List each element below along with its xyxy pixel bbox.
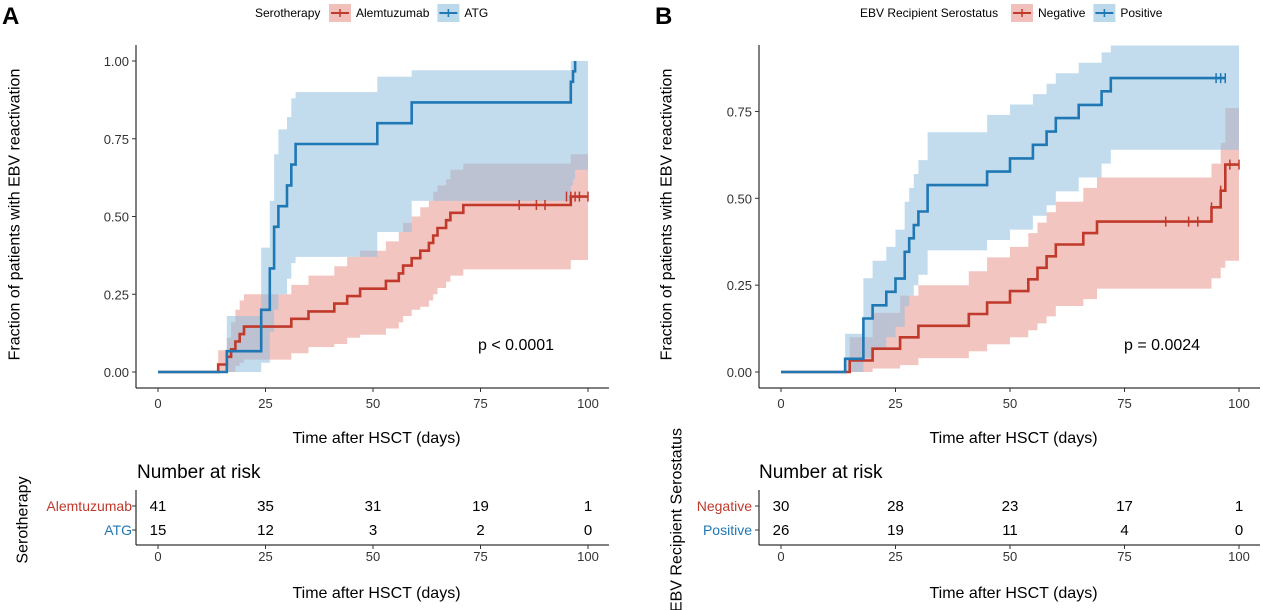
risk-x-tick-label: 100	[1228, 549, 1250, 564]
risk-x-tick-label: 25	[258, 549, 272, 564]
risk-table-title: Number at risk	[137, 462, 261, 483]
legend-label-positive: Positive	[1120, 6, 1162, 20]
risk-count: 12	[257, 522, 274, 539]
x-tick-label: 100	[1228, 396, 1250, 411]
km-line-positive	[781, 76, 1226, 374]
y-tick-label: 1.00	[104, 54, 129, 69]
legend-label-negative: Negative	[1038, 6, 1086, 20]
risk-count: 4	[1120, 522, 1128, 539]
panel-a: A Serotherapy Alemtuzumab ATG 0.00 0.25 0.50 0.…	[2, 3, 609, 602]
risk-count: 2	[476, 522, 484, 539]
legend-label-atg: ATG	[464, 6, 488, 20]
risk-count: 19	[472, 498, 489, 515]
x-tick-label: 25	[888, 396, 902, 411]
y-tick-label: 0.50	[727, 191, 752, 206]
risk-x-tick-label: 75	[1117, 549, 1131, 564]
risk-count: 17	[1116, 498, 1133, 515]
risk-count: 3	[369, 522, 377, 539]
risk-count: 31	[365, 498, 382, 515]
risk-count: 1	[584, 498, 592, 515]
x-tick-label: 50	[1003, 396, 1017, 411]
legend-title: EBV Recipient Serostatus	[860, 6, 998, 20]
y-tick-label: 0.25	[727, 278, 752, 293]
p-value: p < 0.0001	[478, 337, 554, 354]
risk-x-axis-label: Time after HSCT (days)	[929, 585, 1097, 602]
risk-y-axis-label: EBV Recipient Serostatus	[669, 428, 686, 610]
x-tick-label: 25	[258, 396, 272, 411]
y-tick-label: 0.25	[104, 287, 129, 302]
risk-x-tick-label: 75	[473, 549, 487, 564]
risk-group-label: Positive	[703, 522, 752, 538]
risk-count: 26	[773, 522, 790, 539]
panel-letter: B	[655, 3, 672, 30]
panel-b: B EBV Recipient Serostatus Negative Positiv…	[655, 3, 1260, 610]
risk-x-tick-label: 50	[366, 549, 380, 564]
risk-count: 23	[1002, 498, 1019, 515]
risk-y-axis-label: Serotherapy	[15, 476, 32, 563]
risk-x-axis-label: Time after HSCT (days)	[292, 585, 460, 602]
risk-table-title: Number at risk	[759, 462, 883, 483]
risk-group-label: ATG	[104, 522, 132, 538]
risk-count: 11	[1002, 522, 1018, 539]
risk-x-tick-label: 0	[154, 549, 161, 564]
legend-title: Serotherapy	[255, 6, 320, 20]
legend-label-alemtuzumab: Alemtuzumab	[356, 6, 430, 20]
x-axis-label: Time after HSCT (days)	[929, 430, 1097, 447]
x-tick-label: 75	[473, 396, 487, 411]
x-axis-label: Time after HSCT (days)	[292, 430, 460, 447]
risk-count: 30	[773, 498, 790, 515]
risk-x-tick-label: 0	[777, 549, 784, 564]
x-tick-label: 50	[366, 396, 380, 411]
y-tick-label: 0.50	[104, 210, 129, 225]
km-line-alemtuzumab	[158, 195, 588, 374]
y-tick-label: 0.75	[104, 132, 129, 147]
risk-count: 0	[1235, 522, 1243, 539]
legend: Serotherapy Alemtuzumab ATG	[255, 4, 488, 22]
risk-count: 41	[150, 498, 167, 515]
risk-count: 35	[257, 498, 274, 515]
risk-count: 19	[887, 522, 904, 539]
risk-x-tick-label: 50	[1003, 549, 1017, 564]
x-tick-label: 100	[577, 396, 599, 411]
x-tick-label: 75	[1117, 396, 1131, 411]
km-line-negative	[781, 163, 1239, 374]
km-line-atg	[158, 61, 577, 374]
ci-band-atg	[158, 61, 588, 372]
risk-count: 1	[1235, 498, 1243, 515]
risk-x-tick-label: 100	[577, 549, 599, 564]
risk-group-label: Alemtuzumab	[46, 498, 132, 514]
y-axis-label: Fraction of patients with EBV reactivati…	[659, 69, 676, 361]
y-tick-label: 0.00	[104, 365, 129, 380]
risk-count: 28	[887, 498, 904, 515]
p-value: p = 0.0024	[1124, 337, 1200, 354]
panel-letter: A	[2, 3, 19, 30]
y-tick-label: 0.00	[727, 365, 752, 380]
risk-group-label: Negative	[697, 498, 752, 514]
legend: EBV Recipient Serostatus Negative Positive	[860, 4, 1163, 22]
y-tick-label: 0.75	[727, 104, 752, 119]
x-tick-label: 0	[777, 396, 784, 411]
risk-count: 15	[150, 522, 167, 539]
ci-band-negative	[781, 108, 1239, 372]
y-axis-label: Fraction of patients with EBV reactivati…	[7, 69, 24, 361]
x-tick-label: 0	[154, 396, 161, 411]
risk-x-tick-label: 25	[888, 549, 902, 564]
risk-count: 0	[584, 522, 592, 539]
